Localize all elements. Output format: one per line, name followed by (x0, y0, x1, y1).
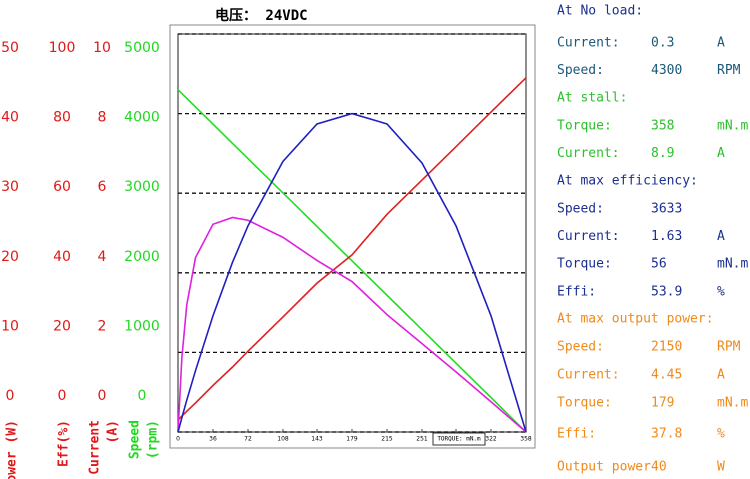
x-tick-label: 72 (244, 436, 252, 443)
y-tick-label: 6 (98, 179, 107, 195)
y-tick-label: 20 (1, 249, 19, 265)
panel-unit: W (717, 460, 725, 475)
panel-value: 8.9 (651, 146, 674, 161)
y-tick-label: 80 (53, 110, 71, 126)
panel-unit: A (717, 36, 725, 51)
y-tick-label: 5000 (124, 40, 160, 56)
panel-label: Current: (557, 229, 620, 244)
y-tick-label: 60 (53, 179, 71, 195)
x-tick-label: 251 (416, 436, 428, 443)
panel-value: 3633 (651, 202, 682, 217)
y-tick-label: 30 (1, 179, 19, 195)
x-axis-label: TORQUE: mN.m (437, 436, 481, 443)
panel-heading: At max output power: (557, 312, 714, 327)
panel-label: Speed: (557, 63, 604, 78)
panel-heading: At No load: (557, 4, 643, 19)
y-tick-label: 40 (53, 249, 71, 265)
chart-frame (169, 24, 536, 449)
y-tick-label: 0 (138, 388, 147, 404)
y-axis-label: Eff(%) (57, 420, 72, 467)
line-series (177, 89, 527, 433)
panel-unit: % (717, 427, 725, 442)
panel-unit: RPM (717, 340, 741, 355)
line-series (177, 77, 527, 421)
panel-unit: A (717, 368, 725, 383)
y-axis-label: Speed (128, 420, 143, 459)
panel-label: Effi: (557, 427, 596, 442)
y-tick-label: 3000 (124, 179, 160, 195)
x-tick-label: 179 (346, 436, 358, 443)
y-tick-label: 50 (1, 40, 19, 56)
panel-label: Current: (557, 36, 620, 51)
panel-value: 0.3 (651, 36, 674, 51)
x-tick-label: 322 (485, 436, 497, 443)
y-tick-label: 0 (58, 388, 67, 404)
panel-heading: At max efficiency: (557, 174, 698, 189)
panel-label: Torque: (557, 257, 612, 272)
y-tick-label: 0 (98, 388, 107, 404)
panel-unit: mN.m (717, 396, 748, 411)
panel-value: 358 (651, 119, 674, 134)
panel-unit: A (717, 229, 725, 244)
panel-label: Current: (557, 368, 620, 383)
y-tick-label: 10 (1, 318, 19, 334)
y-tick-label: 10 (93, 40, 111, 56)
y-axis-label: (A) (106, 420, 121, 443)
x-tick-label: 36 (209, 436, 217, 443)
y-axis-label: Power (W) (5, 420, 20, 479)
panel-label: Torque: (557, 119, 612, 134)
panel-label: Effi: (557, 284, 596, 299)
panel-unit: RPM (717, 63, 741, 78)
panel-value: 2150 (651, 340, 682, 355)
panel-unit: % (717, 284, 725, 299)
panel-value: 53.9 (651, 284, 682, 299)
line-series (177, 112, 527, 433)
y-tick-label: 1000 (124, 318, 160, 334)
panel-unit: A (717, 146, 725, 161)
y-tick-label: 2000 (124, 249, 160, 265)
panel-label: Torque: (557, 396, 612, 411)
x-tick-label: 108 (277, 436, 289, 443)
y-axis-label: Current (88, 420, 103, 475)
x-tick-label: 358 (520, 436, 532, 443)
panel-value: 56 (651, 257, 667, 272)
panel-value: 40 (651, 460, 667, 475)
panel-value: 4.45 (651, 368, 682, 383)
y-axis-label: (rpm) (146, 420, 161, 459)
panel-label: Output power (557, 460, 651, 475)
y-tick-label: 8 (98, 110, 107, 126)
panel-label: Speed: (557, 202, 604, 217)
panel-value: 179 (651, 396, 674, 411)
chart-title: 电压： 24VDC (215, 7, 308, 24)
y-tick-label: 0 (6, 388, 15, 404)
y-tick-label: 2 (98, 318, 107, 334)
y-tick-label: 100 (49, 40, 76, 56)
y-tick-label: 40 (1, 110, 19, 126)
panel-unit: mN.m (717, 257, 748, 272)
x-label-box (432, 432, 486, 446)
y-tick-label: 4000 (124, 110, 160, 126)
y-tick-label: 20 (53, 318, 71, 334)
panel-label: Current: (557, 146, 620, 161)
panel-unit: mN.m (717, 119, 748, 134)
x-tick-label: 143 (311, 436, 323, 443)
x-tick-label: 0 (176, 436, 180, 443)
panel-value: 37.8 (651, 427, 682, 442)
panel-value: 1.63 (651, 229, 682, 244)
y-tick-label: 4 (98, 249, 107, 265)
panel-value: 4300 (651, 63, 682, 78)
plot-area (177, 33, 527, 433)
line-series (177, 216, 527, 433)
x-tick-label: 215 (381, 436, 393, 443)
panel-label: Speed: (557, 340, 604, 355)
panel-heading: At stall: (557, 91, 627, 106)
